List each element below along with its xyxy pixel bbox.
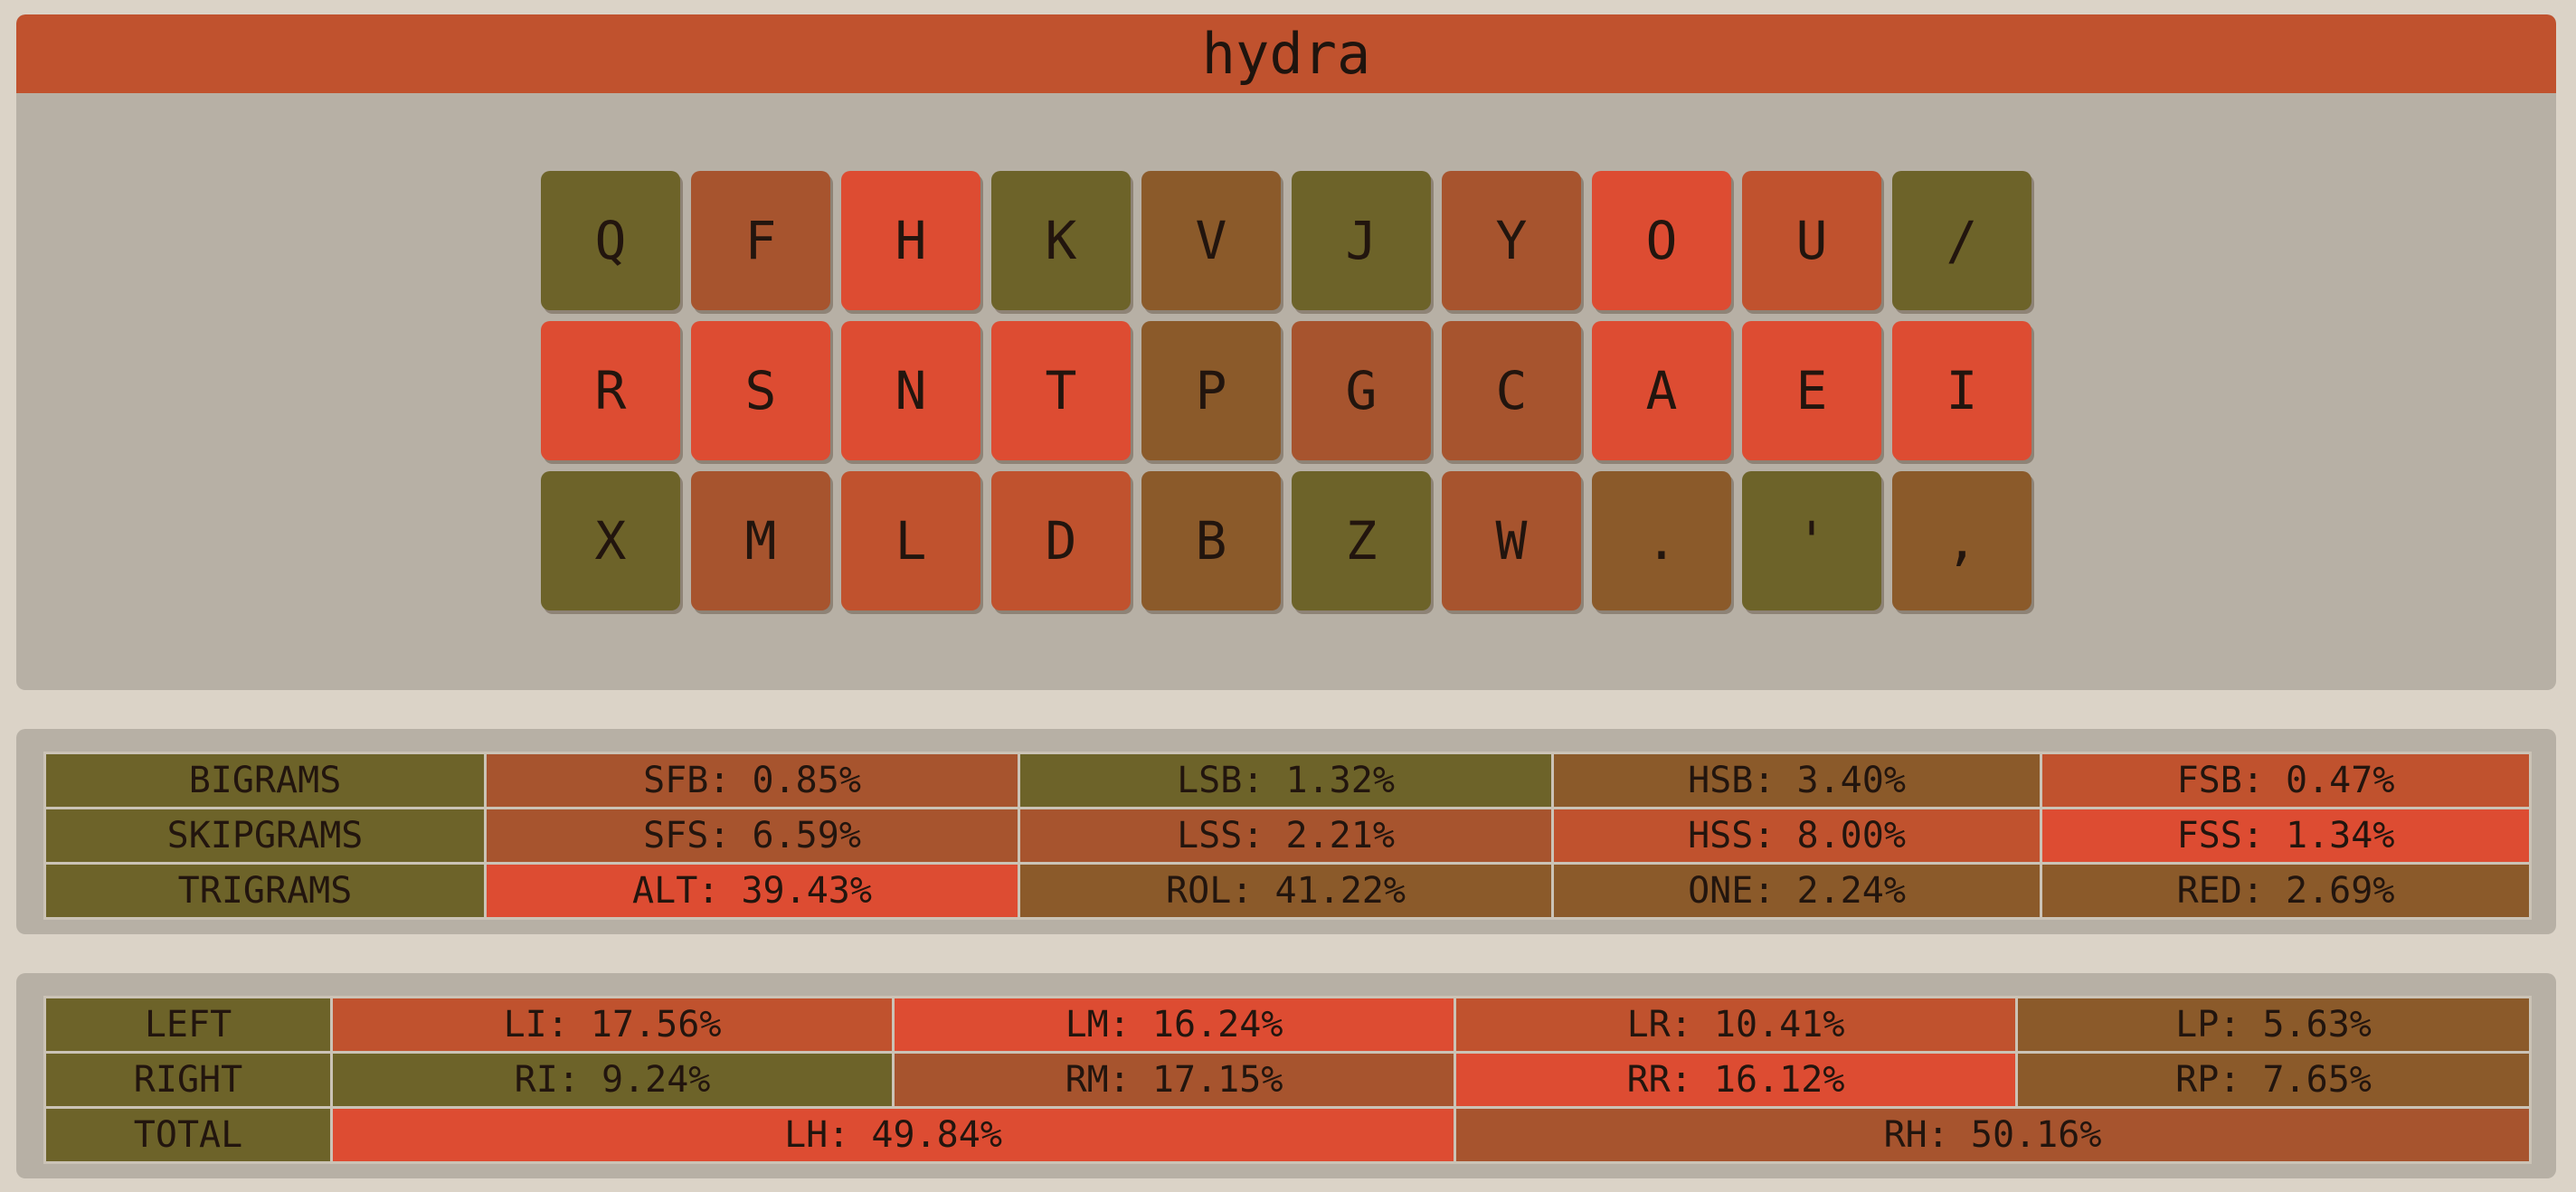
finger-stat-cell: RR: 16.12% <box>1454 1051 2018 1109</box>
finger-stat-row-label: TOTAL <box>43 1106 333 1164</box>
key-21: M <box>691 471 830 610</box>
layout-panel: hydra Q F H K V J Y O U / R S N T P G C A E I X M L D B Z W. ', <box>16 14 2556 690</box>
key-25: Z <box>1292 471 1431 610</box>
key-19: I <box>1892 321 2031 460</box>
keyboard-grid: Q F H K V J Y O U / R S N T P G C A E I X M L D B Z W. ', <box>541 171 2031 610</box>
key-18: E <box>1742 321 1881 460</box>
key-20: X <box>541 471 680 610</box>
finger-stat-row: RIGHT RI: 9.24% RM: 17.15% RR: 16.12% RP: 7.… <box>43 1051 2532 1109</box>
ngram-stat-row: SKIPGRAMS SFS: 6.59% LSS: 2.21% HSS: 8.00% F… <box>43 807 2532 865</box>
ngram-stat-cell: ALT: 39.43% <box>484 862 1020 920</box>
finger-stat-cell: RP: 7.65% <box>2015 1051 2532 1109</box>
finger-stat-cell: LP: 5.63% <box>2015 996 2532 1054</box>
key-29: , <box>1892 471 2031 610</box>
ngram-stats-panel: BIGRAMS SFB: 0.85% LSB: 1.32% HSB: 3.40% FSB… <box>16 729 2556 934</box>
ngram-stat-cell: SFB: 0.85% <box>484 752 1020 809</box>
key-10: R <box>541 321 680 460</box>
finger-stat-cell: RM: 17.15% <box>892 1051 1456 1109</box>
key-11: S <box>691 321 830 460</box>
key-14: P <box>1141 321 1281 460</box>
finger-stat-cell: LR: 10.41% <box>1454 996 2018 1054</box>
finger-stat-cell: LI: 17.56% <box>330 996 895 1054</box>
finger-stat-row: TOTAL LH: 49.84% RH: 50.16% <box>43 1106 2532 1164</box>
key-2: H <box>841 171 980 310</box>
ngram-stat-cell: RED: 2.69% <box>2040 862 2532 920</box>
finger-stat-cell: LM: 16.24% <box>892 996 1456 1054</box>
ngram-stats-table: BIGRAMS SFB: 0.85% LSB: 1.32% HSB: 3.40% FSB… <box>43 752 2532 920</box>
ngram-stat-cell: LSS: 2.21% <box>1018 807 1554 865</box>
finger-stats-panel: LEFT LI: 17.56% LM: 16.24% LR: 10.41% LP: 5.… <box>16 973 2556 1178</box>
key-13: T <box>991 321 1131 460</box>
key-22: L <box>841 471 980 610</box>
ngram-stat-row-label: SKIPGRAMS <box>43 807 487 865</box>
ngram-stat-cell: LSB: 1.32% <box>1018 752 1554 809</box>
ngram-stat-cell: HSB: 3.40% <box>1551 752 2042 809</box>
finger-stat-row: LEFT LI: 17.56% LM: 16.24% LR: 10.41% LP: 5.… <box>43 996 2532 1054</box>
key-23: D <box>991 471 1131 610</box>
ngram-stat-cell: FSS: 1.34% <box>2040 807 2532 865</box>
finger-stat-row-label: LEFT <box>43 996 333 1054</box>
key-5: J <box>1292 171 1431 310</box>
finger-stat-cell: RH: 50.16% <box>1454 1106 2532 1164</box>
key-28: ' <box>1742 471 1881 610</box>
key-1: F <box>691 171 830 310</box>
ngram-stat-row: TRIGRAMS ALT: 39.43% ROL: 41.22% ONE: 2.24%… <box>43 862 2532 920</box>
key-6: Y <box>1442 171 1581 310</box>
finger-stat-row-label: RIGHT <box>43 1051 333 1109</box>
ngram-stat-row-label: BIGRAMS <box>43 752 487 809</box>
key-24: B <box>1141 471 1281 610</box>
key-7: O <box>1592 171 1731 310</box>
ngram-stat-row: BIGRAMS SFB: 0.85% LSB: 1.32% HSB: 3.40% FSB… <box>43 752 2532 809</box>
key-27: . <box>1592 471 1731 610</box>
key-8: U <box>1742 171 1881 310</box>
key-17: A <box>1592 321 1731 460</box>
key-15: G <box>1292 321 1431 460</box>
key-3: K <box>991 171 1131 310</box>
key-26: W <box>1442 471 1581 610</box>
key-12: N <box>841 321 980 460</box>
ngram-stat-cell: FSB: 0.47% <box>2040 752 2532 809</box>
ngram-stat-cell: ONE: 2.24% <box>1551 862 2042 920</box>
ngram-stat-row-label: TRIGRAMS <box>43 862 487 920</box>
layout-title: hydra <box>16 14 2556 93</box>
ngram-stat-cell: ROL: 41.22% <box>1018 862 1554 920</box>
ngram-stat-cell: HSS: 8.00% <box>1551 807 2042 865</box>
finger-stats-table: LEFT LI: 17.56% LM: 16.24% LR: 10.41% LP: 5.… <box>43 996 2532 1164</box>
key-16: C <box>1442 321 1581 460</box>
finger-stat-cell: LH: 49.84% <box>330 1106 1456 1164</box>
ngram-stat-cell: SFS: 6.59% <box>484 807 1020 865</box>
key-4: V <box>1141 171 1281 310</box>
key-9: / <box>1892 171 2031 310</box>
finger-stat-cell: RI: 9.24% <box>330 1051 895 1109</box>
key-0: Q <box>541 171 680 310</box>
